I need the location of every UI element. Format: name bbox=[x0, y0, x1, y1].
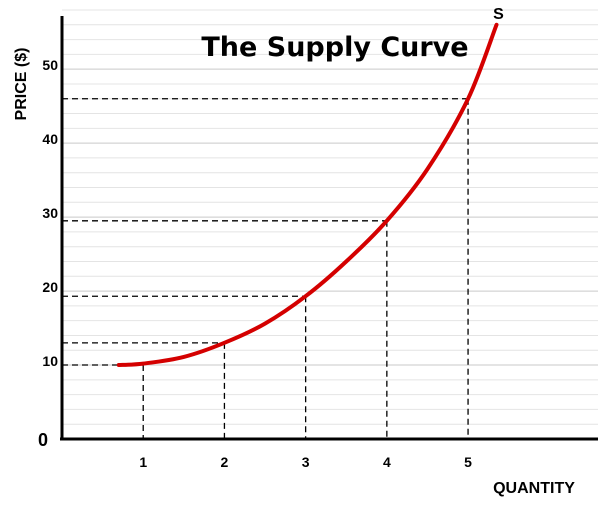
y-tick-label: 50 bbox=[42, 57, 58, 73]
origin-label: 0 bbox=[38, 430, 48, 450]
y-axis-title: PRICE ($) bbox=[13, 48, 30, 121]
supply-curve-line bbox=[116, 22, 499, 367]
gridlines bbox=[62, 9, 598, 425]
tick-labels: 1 2 3 4 5 10 20 30 40 50 bbox=[42, 57, 472, 470]
x-tick-label: 5 bbox=[464, 454, 472, 470]
y-tick-label: 20 bbox=[42, 279, 58, 295]
series-label: S bbox=[493, 6, 504, 23]
y-tick-label: 40 bbox=[42, 131, 58, 147]
x-tick-label: 2 bbox=[221, 454, 229, 470]
reference-lines bbox=[62, 98, 469, 439]
x-tick-label: 1 bbox=[139, 454, 147, 470]
axes bbox=[60, 16, 598, 441]
x-tick-label: 3 bbox=[302, 454, 310, 470]
chart-title: The Supply Curve bbox=[201, 32, 468, 63]
y-tick-label: 10 bbox=[42, 353, 58, 369]
series-layer: S bbox=[116, 6, 504, 367]
x-axis-title: QUANTITY bbox=[493, 480, 575, 497]
x-tick-label: 4 bbox=[383, 454, 391, 470]
y-tick-label: 30 bbox=[42, 205, 58, 221]
